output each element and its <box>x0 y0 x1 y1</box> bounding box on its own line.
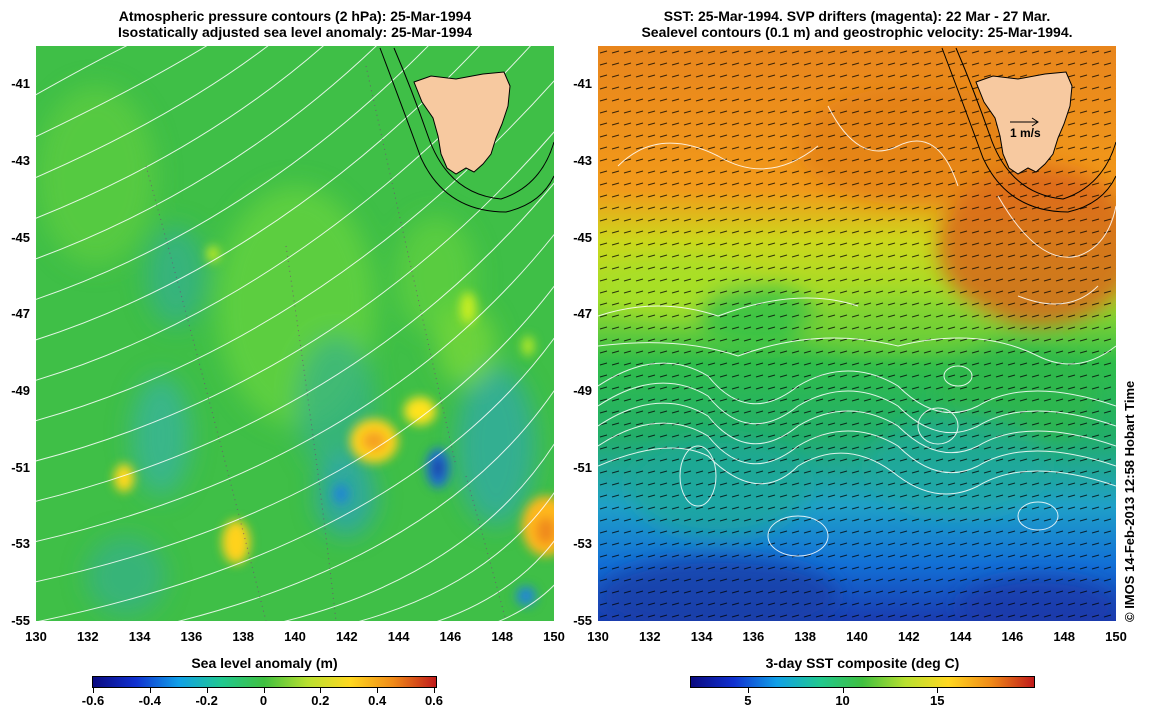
lat-tick-label: -43 <box>573 153 592 168</box>
lon-tick-label: 140 <box>284 629 306 644</box>
lon-tick-label: 136 <box>742 629 765 644</box>
colorbar-tick-label: -0.2 <box>195 693 218 708</box>
tasmania-land <box>413 71 511 175</box>
lat-tick-label: -51 <box>573 459 592 475</box>
lon-tick-label: 132 <box>76 629 99 644</box>
lon-tick-label: 130 <box>25 629 47 644</box>
lon-tick-label: 134 <box>128 629 151 644</box>
sea-level-anomaly-svg <box>36 46 554 621</box>
colorbar-tick-label: 10 <box>835 693 850 708</box>
colorbar-tick-label: 0 <box>259 693 268 708</box>
velocity-scale-arrow <box>1010 117 1039 127</box>
lat-tick-label: -41 <box>11 76 30 92</box>
colorbar-tick-mark <box>842 688 844 693</box>
velocity-scale-label: 1 m/s <box>1010 126 1041 140</box>
colorbar-tick-mark <box>937 688 939 693</box>
lon-tick-label: 146 <box>439 629 462 644</box>
lat-tick-label: -55 <box>11 613 30 628</box>
lat-tick-label: -55 <box>573 613 592 628</box>
colorbar-tick-mark <box>263 688 265 693</box>
lon-tick-label: 144 <box>387 629 410 644</box>
colorbar-tick-mark <box>149 688 151 693</box>
lat-tick-label: -45 <box>573 229 592 245</box>
colorbar-tick-label: -0.4 <box>138 693 162 708</box>
lat-tick-label: -49 <box>573 383 592 398</box>
lat-tick-label: -47 <box>573 306 592 322</box>
lon-tick-label: 146 <box>1001 629 1024 644</box>
tasmania-land <box>975 71 1073 175</box>
shelf-contour-outer <box>379 47 554 213</box>
sst-svg <box>598 46 1116 621</box>
lon-tick-label: 142 <box>897 629 920 644</box>
sealevel-contours <box>598 105 1116 557</box>
drifter-tracks <box>145 65 507 621</box>
lat-tick-label: -43 <box>11 153 30 168</box>
lat-tick-label: -53 <box>573 536 592 552</box>
colorbar-tick-mark <box>434 688 435 693</box>
left-title-line1: Atmospheric pressure contours (2 hPa): 2… <box>118 8 472 24</box>
pressure-contours <box>36 46 554 621</box>
lon-tick-label: 144 <box>949 629 972 644</box>
lon-tick-label: 132 <box>638 629 661 644</box>
shelf-contour <box>955 47 1116 200</box>
right-title-line1: SST: 25-Mar-1994. SVP drifters (magenta)… <box>663 8 1051 24</box>
right-colorbar <box>690 676 1035 688</box>
lon-tick-label: 150 <box>543 629 565 644</box>
lat-tick-label: -47 <box>11 306 30 322</box>
colorbar-tick-label: 15 <box>930 693 945 708</box>
colorbar-tick-label: 0.4 <box>368 693 387 708</box>
lat-tick-label: -49 <box>11 383 30 398</box>
colorbar-tick-mark <box>93 688 94 693</box>
left-title-line2: Isostatically adjusted sea level anomaly… <box>117 24 473 40</box>
colorbar-tick-label: 0.6 <box>424 693 444 708</box>
shelf-contour-outer <box>941 47 1116 213</box>
sea-level-anomaly-map <box>36 46 554 621</box>
lon-tick-label: 136 <box>180 629 203 644</box>
colorbar-tick-label: 5 <box>744 693 752 708</box>
colorbar-tick-mark <box>206 688 208 693</box>
colorbar-tick-label: -0.6 <box>81 693 105 708</box>
lat-tick-label: -53 <box>11 536 30 552</box>
lon-tick-label: 142 <box>335 629 358 644</box>
left-colorbar-label: Sea level anomaly (m) <box>191 655 338 671</box>
sst-map: 1 m/s <box>598 46 1116 621</box>
left-colorbar <box>92 676 437 688</box>
colorbar-tick-label: 0.2 <box>311 693 330 708</box>
lon-tick-label: 134 <box>690 629 713 644</box>
lon-tick-label: 148 <box>491 629 514 644</box>
lon-tick-label: 138 <box>794 629 817 644</box>
lon-tick-label: 150 <box>1105 629 1127 644</box>
lon-tick-label: 138 <box>232 629 255 644</box>
lon-tick-label: 130 <box>587 629 609 644</box>
colorbar-tick-mark <box>377 688 379 693</box>
right-title-line2: Sealevel contours (0.1 m) and geostrophi… <box>641 24 1073 40</box>
right-colorbar-label: 3-day SST composite (deg C) <box>765 655 960 671</box>
colorbar-tick-mark <box>747 688 749 693</box>
lon-tick-label: 140 <box>846 629 868 644</box>
lat-tick-label: -45 <box>11 229 30 245</box>
imos-credit: © IMOS 14-Feb-2013 12:58 Hobart Time <box>1122 380 1137 622</box>
lat-tick-label: -41 <box>573 76 592 92</box>
lon-tick-label: 148 <box>1053 629 1076 644</box>
shelf-contour <box>393 47 554 200</box>
colorbar-tick-mark <box>320 688 322 693</box>
lat-tick-label: -51 <box>11 459 30 475</box>
